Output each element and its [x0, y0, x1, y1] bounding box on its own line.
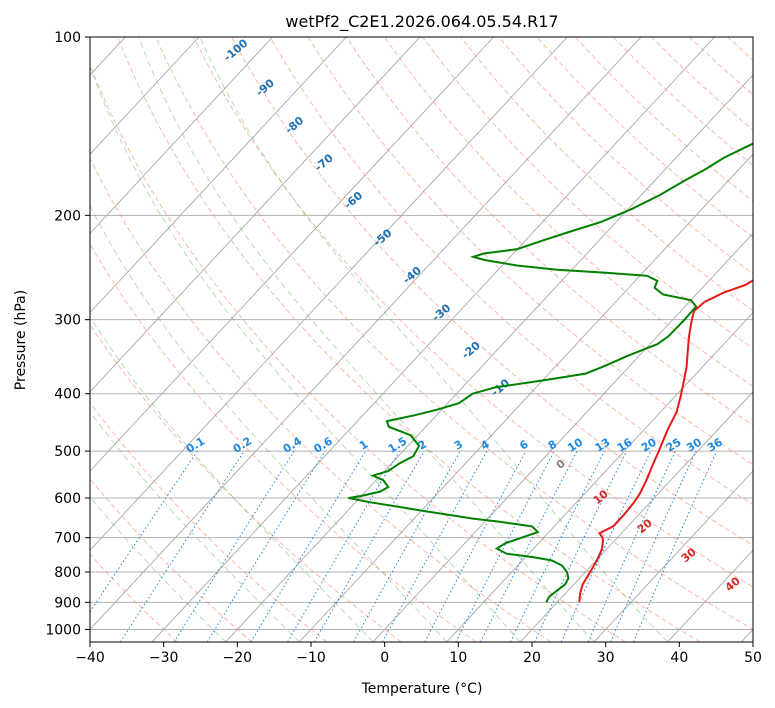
mixing-ratio-line: [633, 450, 718, 642]
y-tick-label: 700: [54, 531, 81, 547]
mixing-ratio-line: [480, 450, 578, 642]
dry-adiabat-line: [90, 323, 402, 642]
x-tick-label: 10: [449, 650, 467, 666]
moist-adiabat-line: [138, 37, 595, 642]
dry-adiabat-line: [90, 478, 253, 642]
mixing-ratio-line: [90, 450, 198, 613]
mixing-ratio-line: [610, 450, 697, 642]
chart-title: wetPf2_C2E1.2026.064.05.54.R17: [285, 12, 558, 32]
dry-adiabat-line: [117, 37, 701, 642]
isotherm-line: [519, 391, 753, 642]
y-tick-label: 200: [54, 208, 81, 224]
isotherm-line: [593, 470, 753, 642]
profile-series: [348, 142, 753, 603]
y-tick-label: 1000: [45, 622, 81, 638]
mixing-ratio-line: [206, 450, 326, 642]
isotherm-line: [151, 37, 715, 642]
moist-adiabat-line: [90, 315, 374, 642]
dry-adiabat-line: [90, 63, 626, 642]
moist-adiabat-line: [90, 204, 448, 642]
y-tick-label: 300: [54, 313, 81, 329]
dry-adiabat-line: [90, 157, 551, 642]
moist-adiabat-line: [199, 37, 669, 642]
isotherm-line: [225, 74, 753, 642]
isotherm-line: [90, 37, 200, 155]
dry-adiabat-line: [345, 37, 753, 426]
x-tick-label: 30: [597, 650, 615, 666]
x-axis-label: Temperature (°C): [361, 681, 483, 697]
mixing-ratio-line: [424, 450, 527, 642]
mixing-ratio-line: [509, 450, 605, 642]
plot-frame: [89, 36, 754, 643]
dry-adiabat-line: [269, 37, 753, 506]
dry-adiabat-line: [90, 553, 178, 642]
mixing-ratio-line: [119, 450, 245, 642]
dry-adiabat-line: [422, 37, 753, 350]
y-tick-label: 600: [54, 491, 81, 507]
isotherm-line: [90, 37, 494, 472]
temperature-line: [578, 279, 753, 603]
dry-adiabat-line: [193, 37, 753, 588]
moist-adiabat-line: [90, 410, 300, 642]
x-tick-label: 40: [670, 650, 688, 666]
dry-adiabat-line: [90, 243, 477, 642]
isotherm-line: [90, 37, 347, 314]
x-tick-label: −10: [296, 650, 326, 666]
background-lines: [90, 37, 753, 642]
x-tick-label: 50: [744, 650, 762, 666]
isotherm-line: [372, 232, 753, 642]
y-tick-label: 100: [54, 30, 81, 46]
x-tick-label: 20: [523, 650, 541, 666]
isotherm-line: [90, 37, 642, 631]
y-axis-label: Pressure (hPa): [13, 290, 29, 390]
isotherm-line: [90, 37, 421, 393]
y-tick-label: 400: [54, 387, 81, 403]
x-tick-label: −20: [223, 650, 253, 666]
dry-adiabat-line: [155, 37, 753, 630]
dry-adiabat-line: [460, 37, 753, 312]
y-tick-label: 900: [54, 595, 81, 611]
mixing-ratio-line: [382, 450, 488, 642]
x-tick-label: −40: [75, 650, 105, 666]
x-tick-label: 0: [380, 650, 389, 666]
x-tick-label: −30: [149, 650, 179, 666]
dry-adiabat-line: [231, 37, 753, 546]
isotherm-line: [90, 37, 273, 235]
isotherm-line: [446, 311, 753, 642]
dewpoint-line: [348, 142, 753, 603]
y-tick-label: 800: [54, 565, 81, 581]
mixing-ratio-line: [173, 450, 295, 642]
mixing-ratio-line: [353, 450, 461, 642]
axes: −40 −30 −20 −10 0 10 20 30 40 50 100 200 300 400 500 60…: [45, 30, 762, 666]
isotherm-line: [90, 37, 568, 551]
y-tick-label: 500: [54, 444, 81, 460]
